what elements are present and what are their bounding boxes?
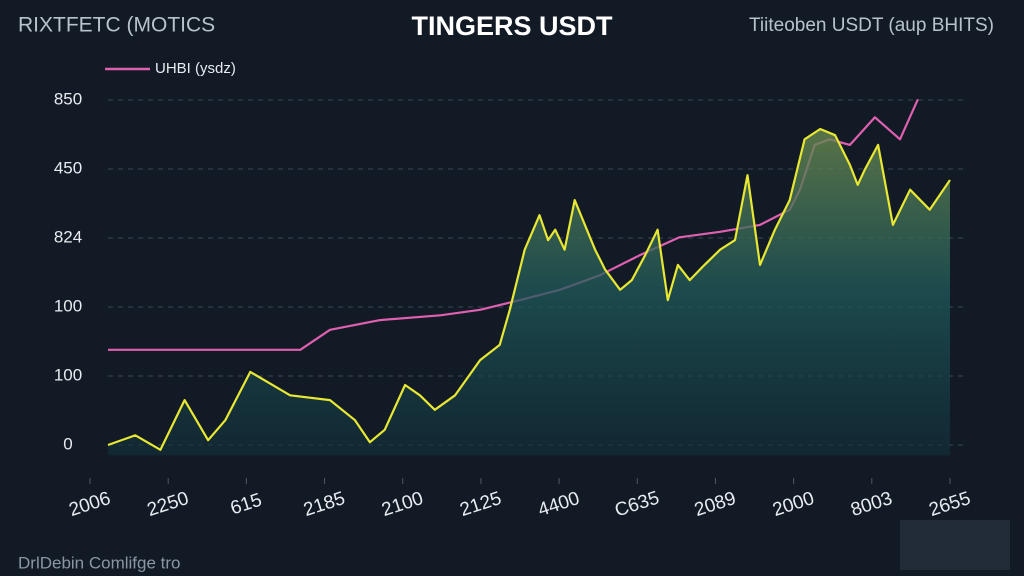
y-tick-label: 0 bbox=[63, 434, 72, 453]
legend-label: UHBI (ysdz) bbox=[155, 60, 236, 77]
annotation: DrlDebin Comlifge tro bbox=[18, 553, 181, 572]
decoration bbox=[900, 520, 1010, 570]
y-tick-label: 450 bbox=[54, 158, 82, 177]
area bbox=[108, 129, 950, 456]
y-tick-label: 850 bbox=[54, 89, 82, 108]
subtitle: RIXTFETC (MOTICS bbox=[18, 14, 215, 37]
y-tick-label: 100 bbox=[54, 365, 82, 384]
chart-title: TINGERS USDT bbox=[411, 11, 613, 41]
line bbox=[107, 127, 951, 451]
y-tick-label: 824 bbox=[54, 227, 82, 246]
annotation: Tiiteoben USDT (aup BHITS) bbox=[749, 15, 994, 36]
line bbox=[108, 98, 919, 351]
y-tick-label: 100 bbox=[54, 296, 82, 315]
